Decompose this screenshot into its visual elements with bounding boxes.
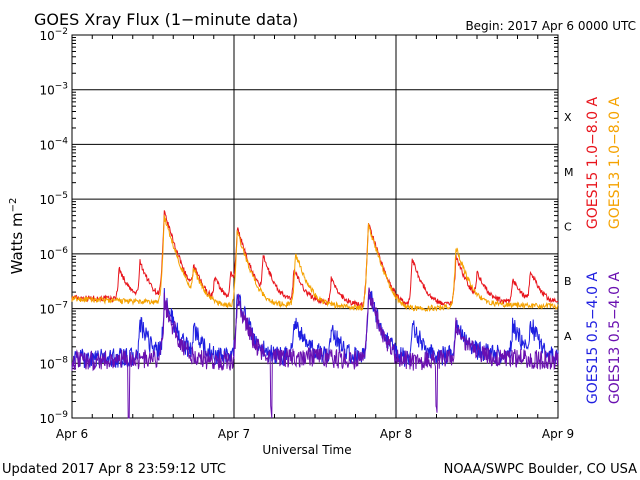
series-line — [71, 215, 559, 313]
series-line — [71, 287, 559, 369]
x-tick-label: Apr 8 — [380, 427, 412, 441]
flare-class-label: X — [564, 111, 572, 124]
legend: GOES15 1.0−8.0 A GOES13 1.0−8.0 A GOES15 0… — [585, 97, 623, 405]
x-tick-label: Apr 6 — [56, 427, 88, 441]
chart-title: GOES Xray Flux (1−minute data) — [34, 10, 298, 29]
x-tick-label: Apr 7 — [218, 427, 250, 441]
y-axis-label-text: Watts m — [8, 212, 26, 274]
source-text: NOAA/SWPC Boulder, CO USA — [444, 462, 637, 477]
y-tick-label: 10−7 — [39, 301, 68, 317]
y-axis-label-sup: −2 — [8, 198, 19, 213]
flare-class-label: B — [564, 275, 572, 288]
legend-entry: GOES13 1.0−8.0 A — [607, 97, 623, 230]
y-axis-label: Watts m−2 — [8, 198, 26, 275]
x-tick-labels: Apr 6 Apr 7 Apr 8 Apr 9 — [56, 427, 574, 441]
y-tick-label: 10−3 — [39, 82, 68, 98]
x-axis-label: Universal Time — [262, 443, 351, 457]
legend-entry: GOES15 0.5−4.0 A — [585, 272, 601, 405]
y-tick-label: 10−8 — [39, 355, 68, 371]
flare-class-label: M — [564, 166, 574, 179]
y-tick-label: 10−4 — [39, 136, 68, 152]
y-tick-label: 10−6 — [39, 246, 68, 262]
x-tick-label: Apr 9 — [542, 427, 574, 441]
y-tick-label: 10−2 — [39, 27, 68, 43]
flare-class-label: A — [564, 330, 572, 343]
series-lines — [71, 210, 559, 419]
series-line — [71, 287, 559, 419]
updated-text: Updated 2017 Apr 8 23:59:12 UTC — [2, 462, 226, 477]
legend-entry: GOES13 0.5−4.0 A — [607, 272, 623, 405]
svg-text:Watts m−2: Watts m−2 — [8, 198, 26, 275]
grid — [71, 34, 559, 419]
y-tick-label: 10−9 — [39, 410, 68, 426]
begin-label: Begin: 2017 Apr 6 0000 UTC — [465, 19, 636, 33]
flare-class-label: C — [564, 221, 572, 234]
y-tick-label: 10−5 — [39, 191, 68, 207]
series-line — [71, 210, 559, 309]
y-tick-labels: 10−2 10−3 10−4 10−5 10−6 10−7 10−8 10−9 — [39, 27, 68, 426]
legend-entry: GOES15 1.0−8.0 A — [585, 97, 601, 230]
flare-class-labels: X M C B A — [564, 111, 574, 343]
